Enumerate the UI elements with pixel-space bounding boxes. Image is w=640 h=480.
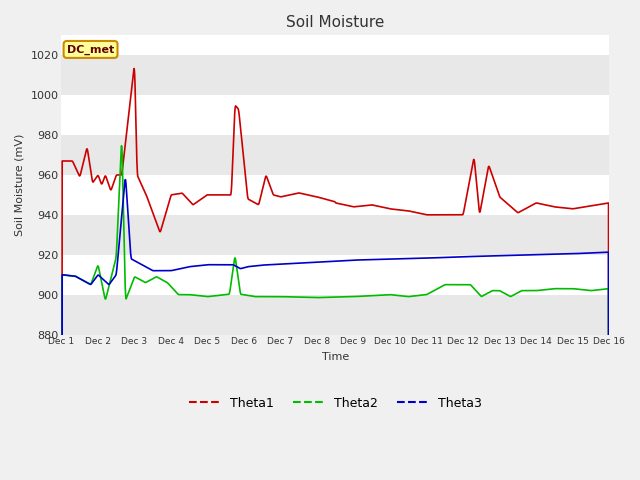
Bar	[61, 55, 609, 95]
Title: Soil Moisture: Soil Moisture	[286, 15, 385, 30]
Bar	[61, 215, 609, 255]
Y-axis label: Soil Moisture (mV): Soil Moisture (mV)	[15, 134, 25, 236]
X-axis label: Time: Time	[322, 352, 349, 362]
Bar	[61, 295, 609, 335]
Legend: Theta1, Theta2, Theta3: Theta1, Theta2, Theta3	[184, 392, 486, 415]
Bar	[61, 135, 609, 175]
Text: DC_met: DC_met	[67, 44, 114, 55]
